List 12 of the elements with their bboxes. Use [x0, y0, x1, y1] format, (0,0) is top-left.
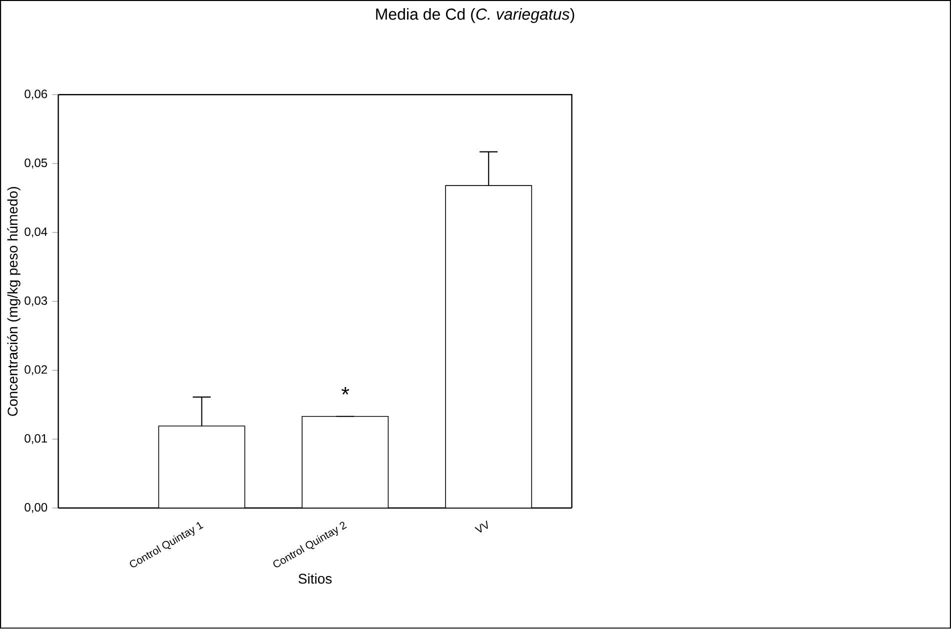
y-tick-label: 0,02 — [24, 365, 47, 376]
x-tick-label: VV — [474, 520, 488, 533]
x-axis-title: Sitios — [298, 574, 332, 584]
y-axis-title: Concentración (mg/kg peso húmedo) — [7, 187, 20, 416]
y-tick-label: 0,05 — [24, 158, 48, 169]
chart-title: Media de Cd (C. variegatus) — [376, 8, 574, 24]
annotation: * — [342, 387, 350, 395]
y-tick-label: 0,01 — [24, 434, 47, 444]
y-tick-label: 0,06 — [24, 90, 48, 100]
y-tick-label: 0,00 — [24, 503, 48, 514]
y-tick-label: 0,04 — [24, 228, 48, 238]
y-tick-label: 0,03 — [24, 296, 48, 306]
